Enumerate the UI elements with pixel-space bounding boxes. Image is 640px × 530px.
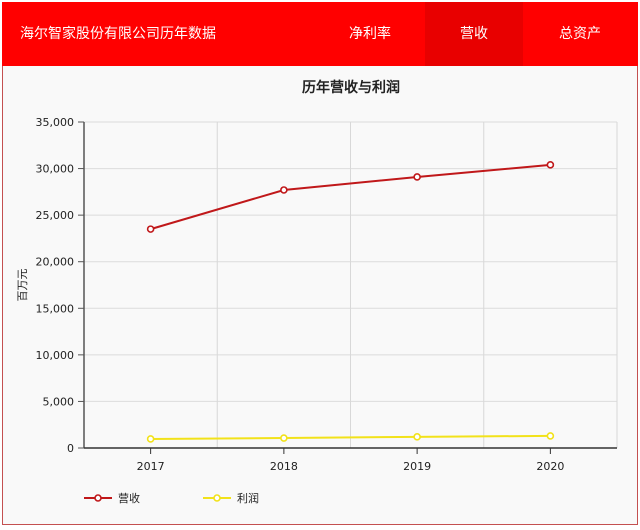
x-tick-label: 2017 — [137, 460, 165, 473]
tab-revenue[interactable]: 营收 — [425, 2, 523, 66]
y-axis-ticks: 0 5,000 10,000 15,000 20,000 25,000 30,000 35,0… — [36, 116, 84, 455]
legend: 营收 利润 — [84, 491, 259, 505]
data-point[interactable] — [413, 433, 421, 441]
y-tick-label: 30,000 — [36, 163, 75, 176]
x-tick-label: 2020 — [536, 460, 564, 473]
data-point[interactable] — [546, 432, 555, 440]
series-0 — [146, 161, 555, 233]
axes — [83, 122, 617, 449]
y-tick-label: 5,000 — [43, 395, 75, 408]
x-axis-ticks: 2017 2018 2019 2020 — [137, 448, 564, 473]
y-tick-label: 10,000 — [36, 349, 75, 362]
data-point[interactable] — [413, 173, 421, 181]
y-tick-label: 15,000 — [36, 302, 75, 315]
y-tick-label: 25,000 — [36, 209, 75, 222]
series-1 — [146, 432, 555, 443]
y-tick-label: 20,000 — [36, 256, 75, 269]
legend-label: 利润 — [237, 491, 259, 505]
data-series — [146, 161, 555, 443]
data-point[interactable] — [146, 225, 155, 233]
data-point[interactable] — [280, 434, 288, 442]
data-point[interactable] — [146, 435, 155, 443]
legend-item[interactable]: 营收 — [84, 491, 140, 505]
legend-item[interactable]: 利润 — [203, 491, 259, 505]
data-point[interactable] — [280, 186, 288, 194]
grid-lines — [84, 121, 618, 448]
data-point[interactable] — [546, 161, 555, 169]
chart-title: 历年营收与利润 — [302, 79, 400, 96]
y-tick-label: 35,000 — [36, 116, 75, 129]
tab-total-assets[interactable]: 总资产 — [559, 26, 601, 42]
y-tick-label: 0 — [67, 442, 74, 455]
tab-net-margin[interactable]: 净利率 — [349, 26, 391, 42]
company-title: 海尔智家股份有限公司历年数据 — [20, 26, 216, 42]
y-axis-label: 百万元 — [16, 269, 29, 302]
x-tick-label: 2018 — [270, 460, 298, 473]
legend-label: 营收 — [118, 491, 140, 505]
x-tick-label: 2019 — [403, 460, 431, 473]
top-nav-bar: 海尔智家股份有限公司历年数据 净利率 营收 总资产 — [2, 2, 638, 66]
